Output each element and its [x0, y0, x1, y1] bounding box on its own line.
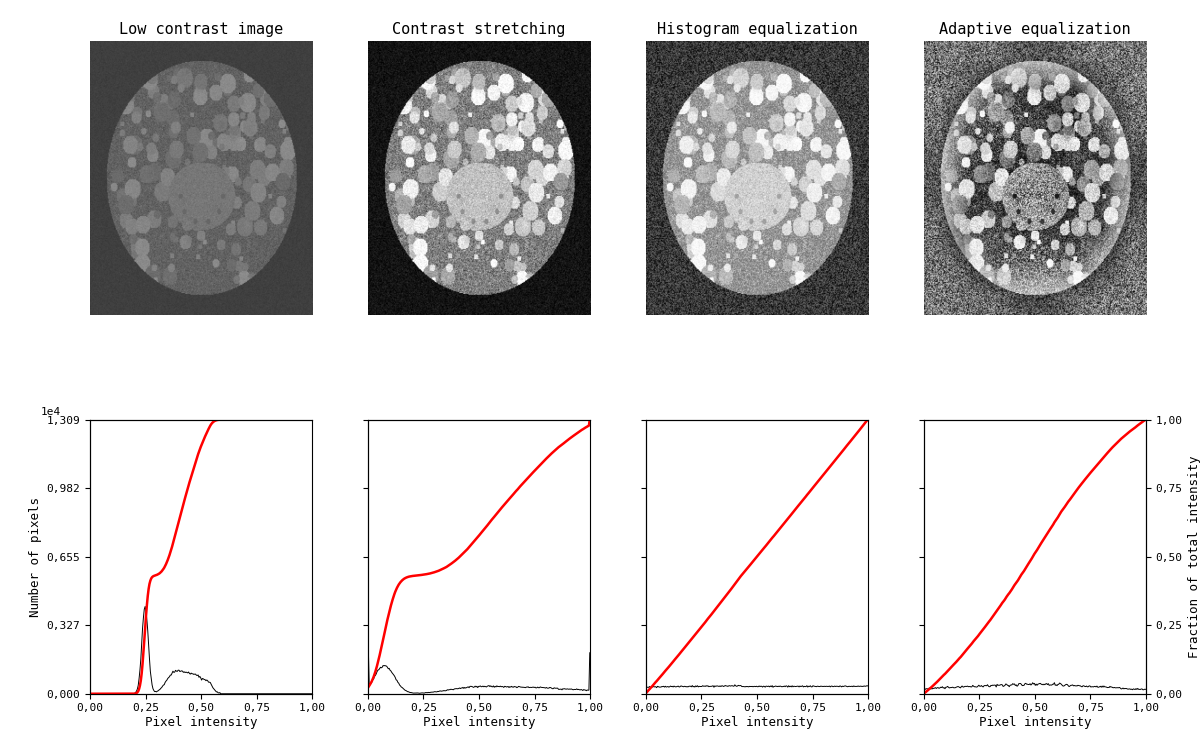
X-axis label: Pixel intensity: Pixel intensity: [145, 716, 258, 729]
Title: Histogram equalization: Histogram equalization: [656, 22, 857, 38]
X-axis label: Pixel intensity: Pixel intensity: [701, 716, 814, 729]
Y-axis label: Fraction of total intensity: Fraction of total intensity: [1188, 455, 1200, 658]
Title: Contrast stretching: Contrast stretching: [392, 22, 565, 38]
X-axis label: Pixel intensity: Pixel intensity: [978, 716, 1091, 729]
Y-axis label: Number of pixels: Number of pixels: [29, 496, 42, 616]
Title: Low contrast image: Low contrast image: [119, 22, 283, 38]
Title: Adaptive equalization: Adaptive equalization: [940, 22, 1130, 38]
X-axis label: Pixel intensity: Pixel intensity: [422, 716, 535, 729]
Text: 1e4: 1e4: [41, 406, 61, 417]
